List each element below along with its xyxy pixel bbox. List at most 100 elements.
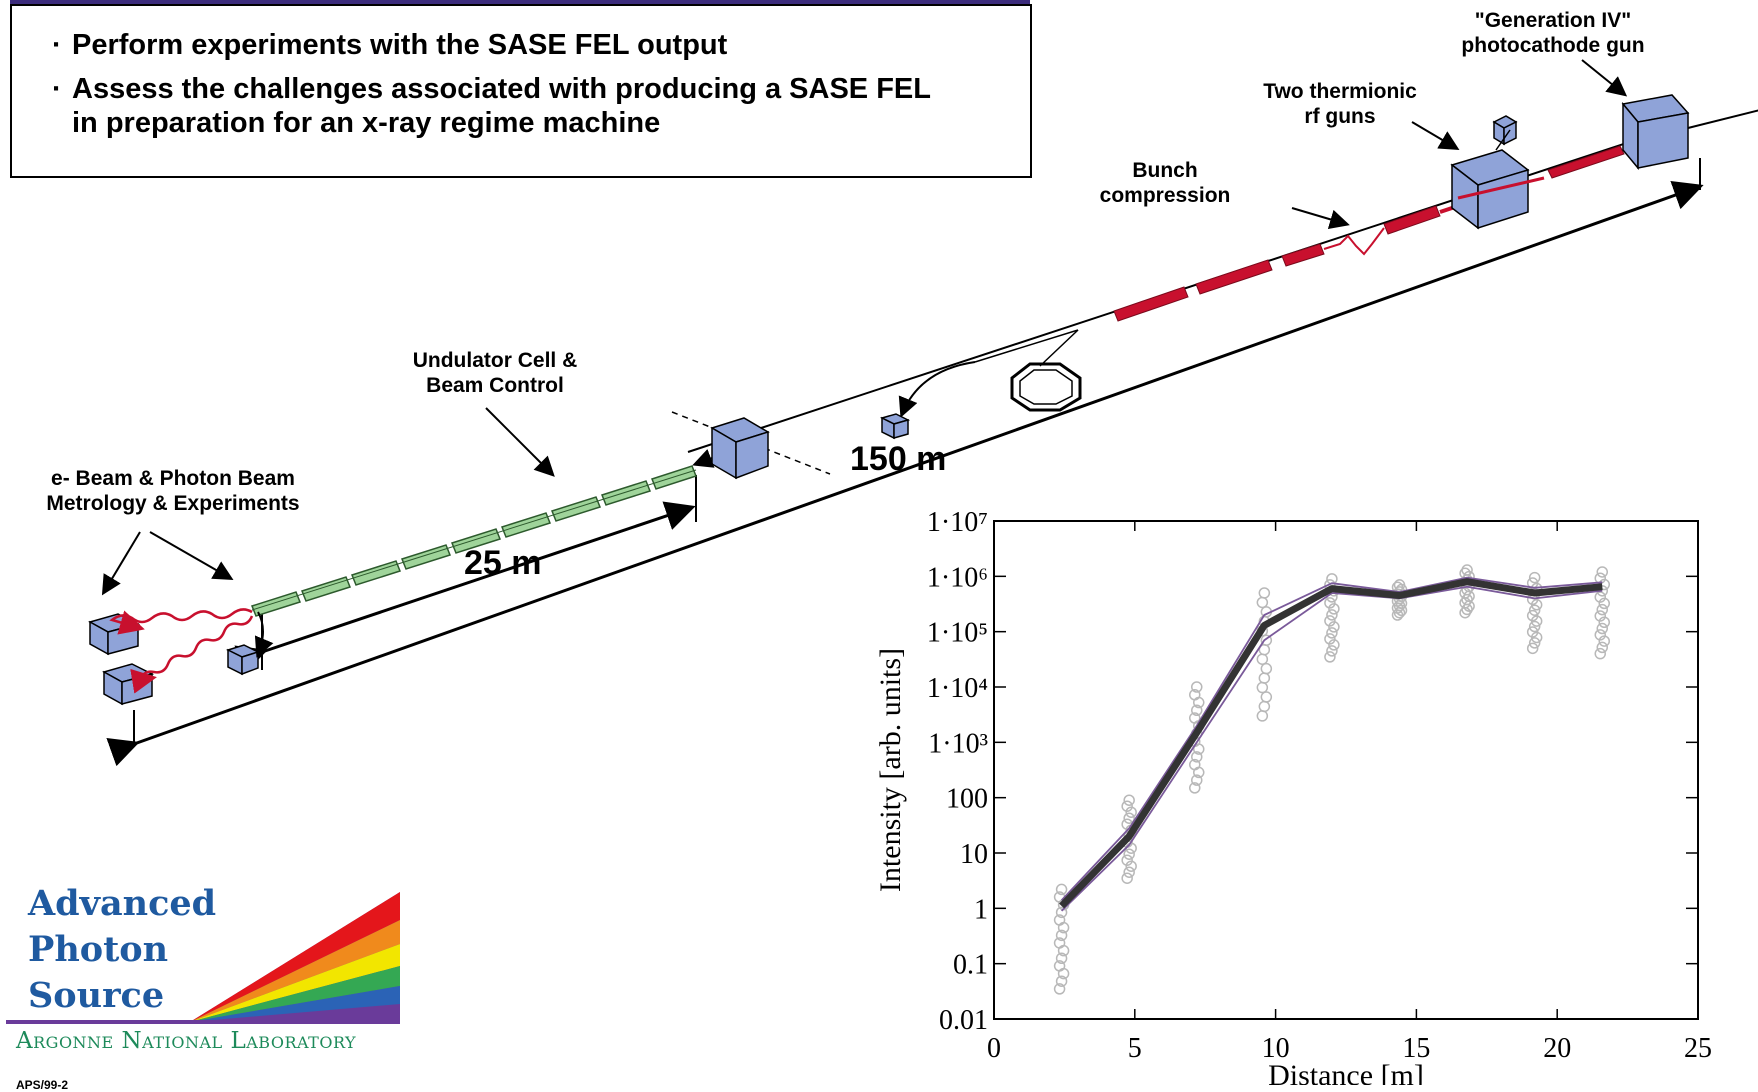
scatter-point — [1191, 681, 1203, 693]
scatter-point — [1328, 603, 1340, 615]
bullet-text: Assess the challenges associated with pr… — [72, 73, 931, 105]
label-ebeam-metrology: e- Beam & Photon Beam Metrology & Experi… — [6, 466, 340, 516]
scatter-point — [1324, 597, 1336, 609]
plot-frame — [993, 520, 1699, 1020]
label-bunch-compression: Bunch compression — [1070, 158, 1260, 208]
argonne-lab-name: Argonne National Laboratory — [16, 1028, 357, 1054]
scatter-point — [1260, 634, 1273, 647]
scatter-point — [1055, 975, 1068, 987]
scatter-point — [1594, 591, 1607, 603]
scatter-point — [1598, 597, 1611, 610]
scatter-point — [1594, 647, 1607, 660]
aps-rainbow-logo — [6, 892, 400, 1024]
scatter-point — [1121, 872, 1133, 884]
series-line — [1059, 578, 1603, 909]
scatter-point — [1528, 571, 1541, 584]
label-line: photocathode gun — [1461, 34, 1645, 57]
x-axis-label: Distance [m] — [1268, 1059, 1424, 1085]
scatter-point — [1053, 960, 1066, 972]
scatter-point — [1596, 566, 1609, 578]
intensity-chart: 0 5 10 15 20 25 0.01 0.1 1 10 100 1·10³ 1·10⁴ 1·10⁵ 1·… — [874, 507, 1712, 1085]
scatter-point — [1598, 616, 1611, 628]
scatter-point — [1328, 621, 1340, 633]
photon-beam — [130, 615, 254, 694]
scatter-point — [1528, 620, 1541, 633]
scatter-point — [1393, 579, 1406, 591]
scatter-point — [1528, 604, 1541, 616]
scatter-point — [1326, 609, 1338, 621]
label-line: e- Beam & Photon Beam — [51, 467, 295, 490]
linac-sections — [1113, 145, 1625, 322]
label-undulator-cell: Undulator Cell & Beam Control — [370, 348, 620, 398]
scatter-point — [1596, 622, 1609, 635]
y-tick-label: 100 — [946, 784, 988, 815]
scatter-point — [1191, 751, 1203, 763]
scatter-point — [1055, 929, 1068, 942]
dimension-line-25m — [234, 501, 696, 674]
y-tick-label: 0.01 — [939, 1005, 988, 1036]
scatter-point — [1526, 626, 1539, 638]
scatter-point — [1053, 914, 1066, 926]
label-line: Metrology & Experiments — [46, 492, 300, 515]
top-accent-bar — [10, 0, 1030, 6]
y-tick-label: 1 — [974, 894, 988, 925]
scatter-point — [1596, 641, 1609, 654]
scatter-point — [1189, 689, 1201, 701]
scatter-point — [1055, 952, 1068, 965]
scatter-point — [1121, 800, 1133, 812]
x-tick-label: 0 — [987, 1033, 1001, 1064]
photon-beam — [109, 608, 253, 635]
y-tick-label: 1·10⁵ — [927, 618, 988, 649]
scatter-point — [1326, 645, 1338, 657]
scatter-point — [1191, 704, 1203, 717]
scatter-point — [1324, 615, 1336, 627]
scatter-point — [1526, 609, 1539, 622]
scatter-point — [1324, 633, 1336, 645]
scatter-point — [1055, 906, 1068, 919]
scatter-point — [1258, 587, 1271, 599]
scatter-point — [1189, 712, 1201, 724]
label-line: compression — [1099, 184, 1231, 207]
x-tick-label: 20 — [1543, 1033, 1571, 1064]
scatter-point — [1189, 782, 1201, 794]
y-axis-label: Intensity [arb. units] — [874, 648, 907, 892]
scatter-point — [1598, 635, 1611, 647]
bypass-ring — [1010, 362, 1082, 412]
scatter-point — [1123, 848, 1135, 860]
scatter-point — [1189, 758, 1201, 771]
label-line: "Generation IV" — [1474, 9, 1632, 32]
y-tick-label: 0.1 — [953, 950, 988, 981]
distance-label-25m: 25 m — [464, 544, 542, 582]
distance-label-150m: 150 m — [850, 440, 947, 478]
scatter-point — [1053, 983, 1066, 995]
scatter-point — [1260, 691, 1273, 703]
label-line: Bunch — [1132, 159, 1198, 182]
scatter-point — [1125, 806, 1137, 818]
logo-line: Photon — [28, 929, 169, 970]
scatter-point — [1123, 794, 1135, 806]
slide-id: APS/99-2 — [16, 1078, 69, 1092]
y-tick-label: 10 — [960, 839, 988, 870]
scatter-point — [1594, 610, 1607, 622]
label-generation-iv-gun: "Generation IV" photocathode gun — [1428, 8, 1678, 58]
scatter-point — [1260, 662, 1273, 675]
y-tick-label: 1·10³ — [928, 728, 988, 759]
x-tick-label: 15 — [1402, 1033, 1430, 1064]
scatter-point — [1191, 774, 1203, 786]
y-tick-label: 1·10⁷ — [927, 507, 988, 538]
scatter-point — [1055, 883, 1068, 896]
scatter-point — [1123, 812, 1135, 824]
scatter-point — [1053, 937, 1066, 949]
bunch-compressor-chicane — [1323, 227, 1385, 256]
scatter-point — [1594, 629, 1607, 641]
bullet-text: Perform experiments with the SASE FEL ou… — [72, 29, 728, 61]
bullet-text: in preparation for an x-ray regime machi… — [72, 107, 661, 139]
logo-line: Advanced — [28, 883, 217, 924]
y-tick-label: 1·10⁶ — [927, 562, 988, 593]
y-tick-label: 1·10⁴ — [927, 673, 988, 704]
logo-line: Source — [28, 975, 165, 1016]
series-line — [1060, 585, 1603, 912]
scatter-point — [1528, 637, 1541, 649]
label-thermionic-guns: Two thermionic rf guns — [1240, 79, 1440, 129]
